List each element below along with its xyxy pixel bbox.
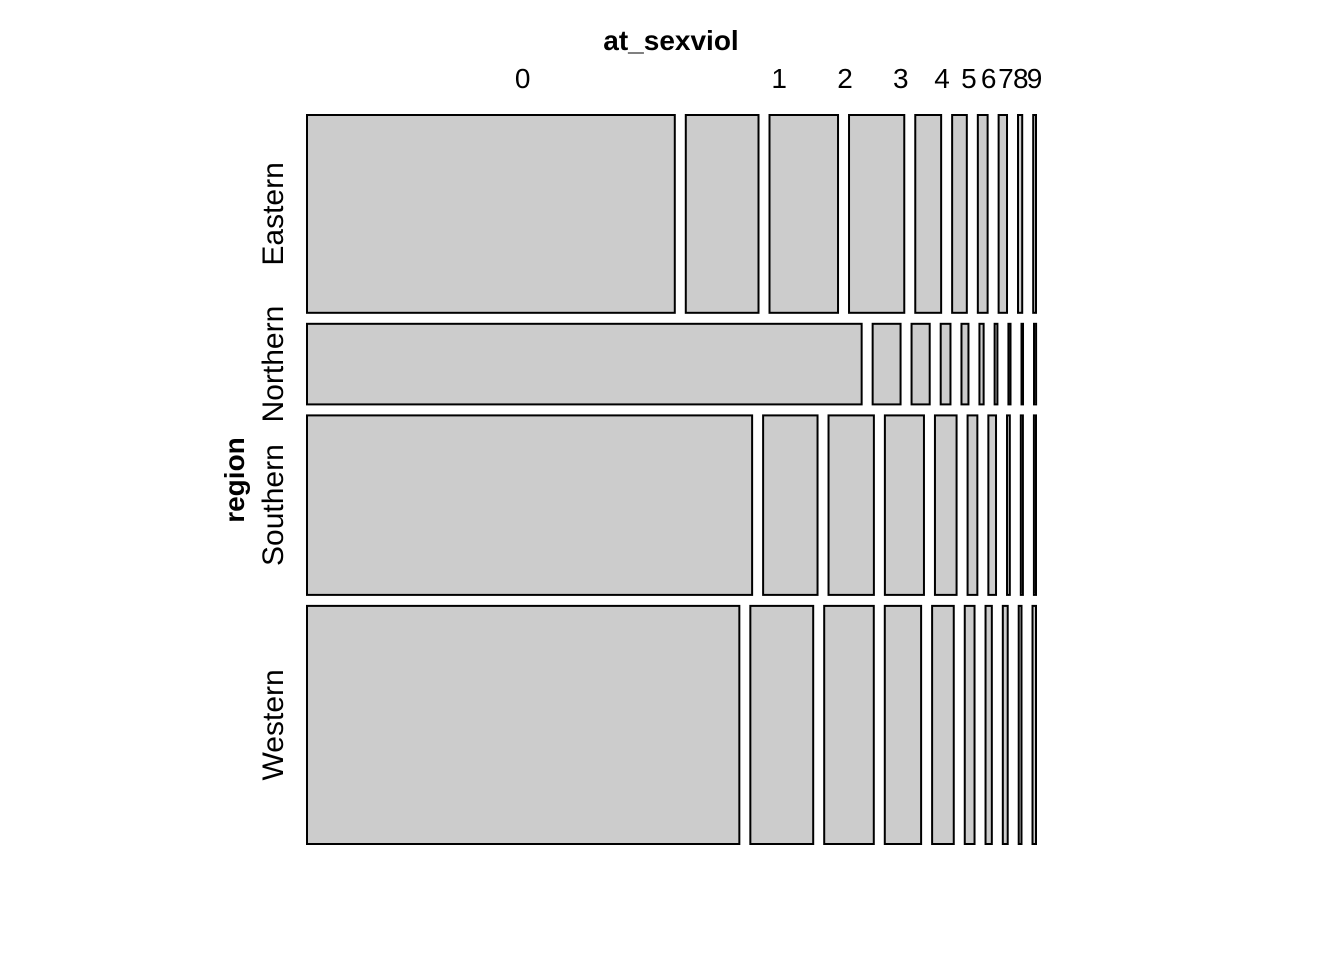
mosaic-tile-eastern-7 xyxy=(997,114,1009,314)
mosaic-tile-western-8 xyxy=(1017,604,1023,846)
mosaic-tile-eastern-6 xyxy=(976,114,989,314)
mosaic-tile-southern-7 xyxy=(1006,414,1011,596)
column-label-0: 0 xyxy=(515,63,531,94)
mosaic-tile-southern-2 xyxy=(827,414,875,596)
mosaic-tiles xyxy=(306,114,1038,846)
mosaic-tile-northern-3 xyxy=(939,322,952,406)
mosaic-tile-eastern-2 xyxy=(768,114,840,314)
mosaic-tile-southern-5 xyxy=(966,414,979,596)
mosaic-tile-southern-4 xyxy=(933,414,958,596)
column-label-5: 5 xyxy=(961,63,977,94)
column-labels: 0 1 2 3 4 5 6 7 89 xyxy=(515,63,1042,94)
row-label-northern: Northern xyxy=(257,306,290,423)
mosaic-tile-northern-6 xyxy=(993,322,999,406)
mosaic-tile-eastern-4 xyxy=(914,114,943,314)
mosaic-tile-southern-1 xyxy=(762,414,819,596)
mosaic-tile-eastern-8 xyxy=(1017,114,1024,314)
mosaic-tile-northern-7 xyxy=(1007,322,1012,406)
mosaic-tile-eastern-9 xyxy=(1032,114,1037,314)
mosaic-tile-northern-1 xyxy=(871,322,902,406)
mosaic-tile-northern-0 xyxy=(306,322,863,406)
mosaic-tile-western-5 xyxy=(963,604,976,846)
mosaic-tile-southern-3 xyxy=(883,414,925,596)
mosaic-tile-western-7 xyxy=(1001,604,1009,846)
row-label-southern: Southern xyxy=(257,444,290,566)
mosaic-tile-eastern-5 xyxy=(951,114,968,314)
column-label-2: 2 xyxy=(837,63,853,94)
x-axis-title: at_sexviol xyxy=(603,25,738,56)
row-labels: Eastern Northern Southern Western xyxy=(257,162,290,780)
mosaic-tile-western-4 xyxy=(931,604,955,846)
row-label-western: Western xyxy=(257,669,290,780)
row-label-eastern: Eastern xyxy=(257,162,290,265)
mosaic-tile-western-2 xyxy=(823,604,875,846)
mosaic-tile-western-6 xyxy=(984,604,993,846)
mosaic-tile-eastern-1 xyxy=(684,114,760,314)
mosaic-tile-western-9 xyxy=(1031,604,1038,846)
mosaic-tile-southern-9 xyxy=(1032,414,1038,596)
mosaic-tile-eastern-0 xyxy=(306,114,676,314)
mosaic-tile-eastern-3 xyxy=(848,114,906,314)
mosaic-tile-southern-8 xyxy=(1019,414,1024,596)
column-label-4: 4 xyxy=(934,63,950,94)
mosaic-tile-western-3 xyxy=(883,604,923,846)
column-label-7: 7 xyxy=(998,63,1014,94)
mosaic-tile-northern-4 xyxy=(960,322,970,406)
column-label-6: 6 xyxy=(981,63,997,94)
column-label-3: 3 xyxy=(893,63,909,94)
mosaic-tile-northern-9 xyxy=(1033,322,1038,406)
mosaic-tile-northern-8 xyxy=(1020,322,1025,406)
mosaic-tile-northern-5 xyxy=(978,322,985,406)
mosaic-tile-southern-0 xyxy=(306,414,754,596)
column-label-8: 8 xyxy=(1013,63,1029,94)
mosaic-tile-western-0 xyxy=(306,604,741,846)
y-axis-title: region xyxy=(219,437,250,523)
column-label-9: 9 xyxy=(1027,63,1043,94)
mosaic-tile-southern-6 xyxy=(987,414,998,596)
mosaic-tile-western-1 xyxy=(749,604,815,846)
column-label-1: 1 xyxy=(771,63,787,94)
mosaic-tile-northern-2 xyxy=(910,322,931,406)
